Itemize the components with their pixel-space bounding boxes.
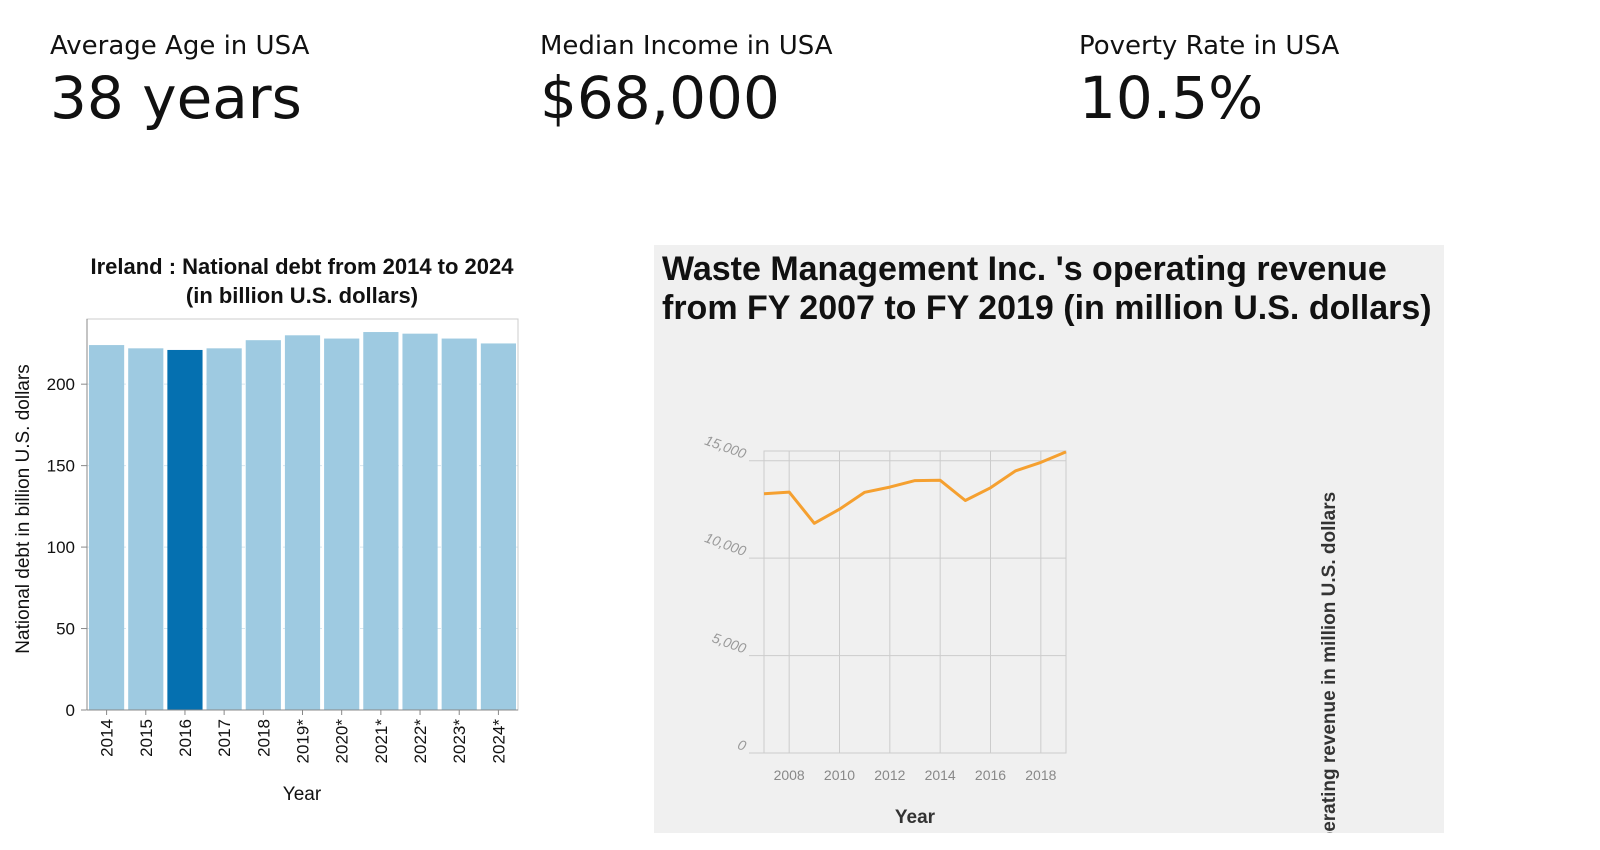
- y-tick-label: 0: [66, 701, 75, 720]
- plot-frame: [763, 450, 1067, 754]
- x-tick-label: 2016: [975, 767, 1006, 783]
- y-tick-label: 150: [47, 457, 75, 476]
- bar: [324, 338, 360, 710]
- x-tick-label: 2010: [824, 767, 855, 783]
- y-axis-label: Operating revenue in million U.S. dollar…: [1319, 492, 1340, 833]
- x-tick-label: 2016: [176, 719, 195, 757]
- x-tick-label: 2024*: [489, 719, 508, 764]
- revenue-line: [763, 450, 1067, 525]
- plot-area: 2008 2010 2012 2014 2016 2018 0 5,000 10,000 15,0…: [703, 432, 1067, 783]
- bar: [363, 332, 399, 710]
- x-tick-label: 2023*: [450, 719, 469, 764]
- chart-title-line-2: (in billion U.S. dollars): [186, 283, 418, 308]
- x-tick-label: 2019*: [294, 719, 313, 764]
- x-tick-label: 2021*: [372, 719, 391, 764]
- y-tick-label: 10,000: [703, 529, 749, 559]
- y-tick-label: 200: [47, 375, 75, 394]
- x-tick-label: 2018: [1025, 767, 1056, 783]
- kpi-value: $68,000: [540, 64, 780, 132]
- bar: [480, 343, 516, 710]
- kpi-value: 10.5%: [1079, 64, 1264, 132]
- kpi-poverty-rate: Poverty Rate in USA 10.5%: [1079, 30, 1499, 134]
- bar: [89, 345, 125, 710]
- bar: [206, 348, 242, 710]
- x-tick-label: 2014: [925, 767, 956, 783]
- x-tick-label: 2018: [254, 719, 273, 757]
- x-tick-label: 2020*: [333, 719, 352, 764]
- y-axis-label: National debt in billion U.S. dollars: [13, 364, 34, 653]
- x-tick-label: 2014: [98, 719, 117, 757]
- x-axis-label: Year: [895, 807, 936, 828]
- waste-management-revenue-chart: Operating revenue in million U.S. dollar…: [654, 375, 1444, 850]
- y-tick-label: 50: [56, 620, 75, 639]
- bar: [128, 348, 164, 710]
- kpi-median-income: Median Income in USA $68,000: [540, 30, 960, 134]
- kpi-label: Median Income in USA: [540, 31, 833, 61]
- kpi-average-age: Average Age in USA 38 years: [50, 30, 470, 134]
- plot-area: 0 50 100 150 200 2014 2015 2016 2017 2018 2019* 202…: [47, 318, 519, 764]
- y-tick-label: 15,000: [703, 432, 749, 462]
- kpi-label: Average Age in USA: [50, 31, 310, 61]
- chart-title-line-1: Ireland : National debt from 2014 to 202…: [90, 254, 514, 279]
- bar: [402, 333, 438, 710]
- x-tick-label: 2022*: [411, 719, 430, 764]
- kpi-label: Poverty Rate in USA: [1079, 31, 1340, 61]
- bar: [245, 340, 281, 710]
- x-tick-label: 2012: [874, 767, 905, 783]
- x-axis-label: Year: [283, 784, 322, 805]
- bar: [441, 338, 477, 710]
- waste-management-panel: Waste Management Inc. 's operating reven…: [654, 245, 1444, 850]
- x-tick-label: 2008: [774, 767, 805, 783]
- chart-title: Waste Management Inc. 's operating reven…: [662, 250, 1432, 327]
- x-tick-label: 2015: [137, 719, 156, 757]
- y-tick-label: 0: [736, 736, 749, 754]
- x-tick-label: 2017: [215, 719, 234, 757]
- ireland-debt-chart-svg: Ireland : National debt from 2014 to 202…: [13, 254, 519, 805]
- bar: [284, 335, 321, 710]
- bar: [167, 349, 203, 710]
- waste-management-chart-svg: Operating revenue in million U.S. dollar…: [703, 432, 1340, 850]
- y-tick-label: 100: [47, 538, 75, 557]
- ireland-debt-chart: Ireland : National debt from 2014 to 202…: [0, 245, 620, 845]
- kpi-value: 38 years: [50, 64, 302, 132]
- y-tick-label: 5,000: [710, 629, 749, 656]
